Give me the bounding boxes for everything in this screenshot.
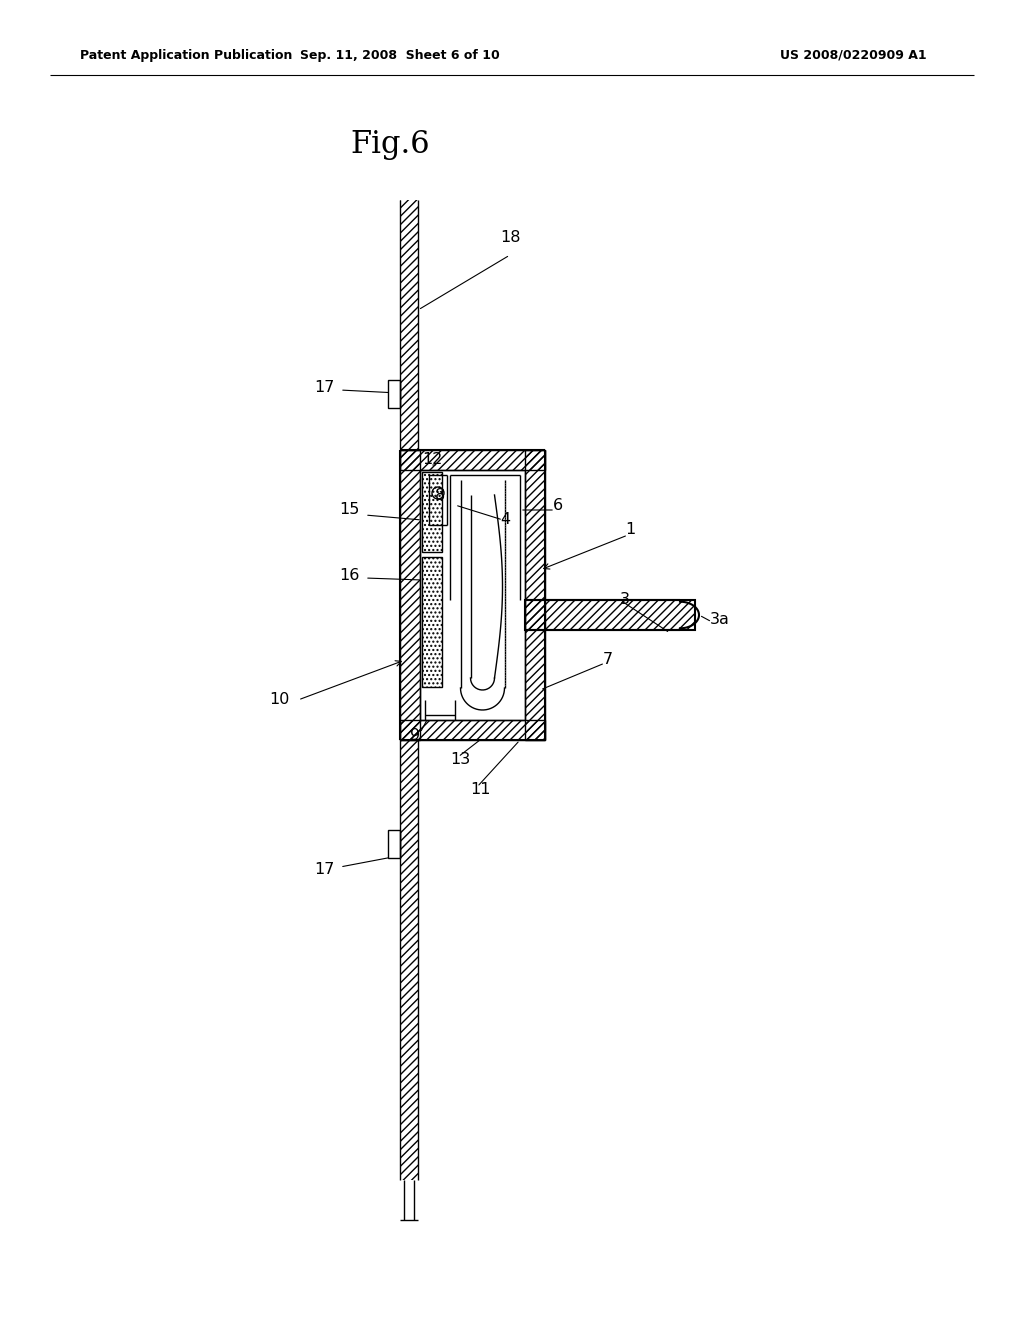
Bar	[388, 380, 400, 408]
Text: US 2008/0220909 A1: US 2008/0220909 A1	[780, 49, 927, 62]
Text: 6: 6	[553, 498, 563, 512]
Text: 17: 17	[314, 862, 335, 878]
Text: 3: 3	[620, 593, 630, 607]
Text: 17: 17	[314, 380, 335, 396]
Text: Sep. 11, 2008  Sheet 6 of 10: Sep. 11, 2008 Sheet 6 of 10	[300, 49, 500, 62]
Bar	[388, 830, 400, 858]
Text: Patent Application Publication: Patent Application Publication	[80, 49, 293, 62]
Text: 13: 13	[450, 752, 470, 767]
Text: 7: 7	[603, 652, 613, 668]
Text: Fig.6: Fig.6	[350, 129, 430, 161]
Text: 12: 12	[422, 453, 442, 467]
Bar	[400, 719, 545, 741]
Text: 8: 8	[435, 487, 445, 503]
Text: 16: 16	[340, 568, 360, 582]
Bar	[525, 601, 695, 630]
Bar	[422, 557, 442, 686]
Text: 15: 15	[340, 503, 360, 517]
Text: 4: 4	[500, 512, 510, 528]
Text: 9: 9	[410, 727, 420, 742]
Text: 1: 1	[625, 523, 635, 537]
Text: 3a: 3a	[710, 612, 730, 627]
Bar	[525, 450, 545, 741]
Text: 11: 11	[470, 783, 490, 797]
Text: 10: 10	[269, 693, 290, 708]
Bar	[400, 741, 418, 1180]
Text: 18: 18	[500, 231, 520, 246]
Bar	[400, 450, 420, 741]
Bar	[400, 450, 545, 470]
Bar	[422, 473, 442, 552]
Bar	[400, 201, 418, 450]
